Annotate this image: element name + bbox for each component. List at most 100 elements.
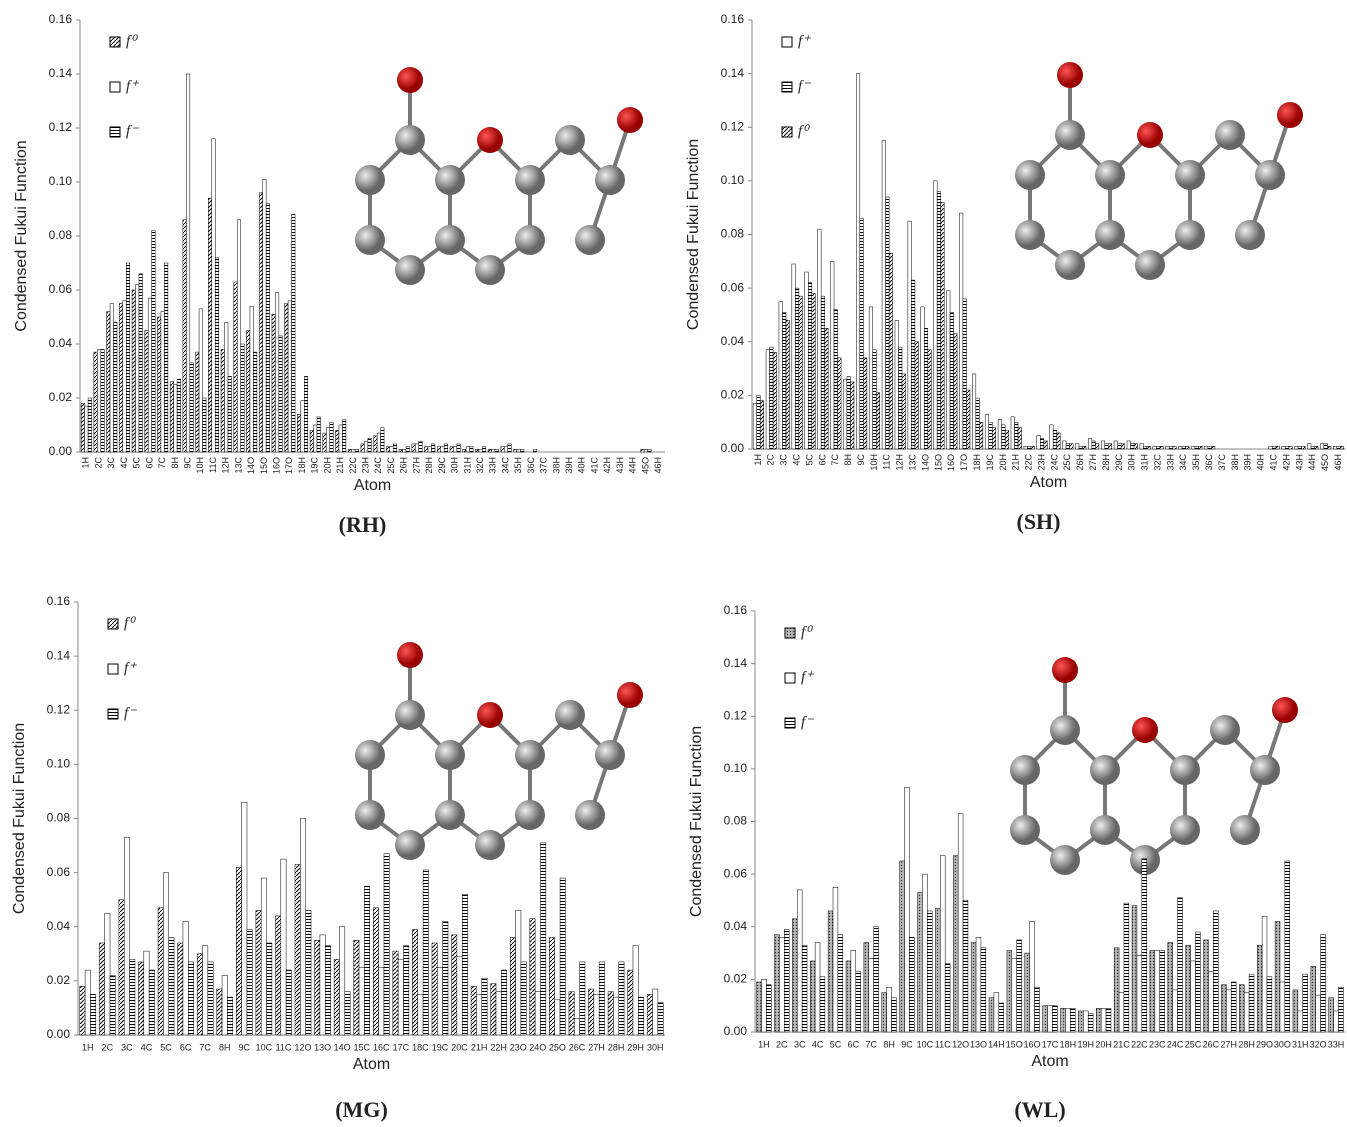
bar <box>386 447 389 452</box>
bar <box>638 997 643 1035</box>
atom <box>475 255 505 285</box>
x-tick-label: 12O <box>295 1042 312 1052</box>
x-tick-label: 5C <box>830 1039 842 1049</box>
bar <box>900 861 905 1032</box>
bar <box>976 398 980 449</box>
x-tick-label: 31H <box>1292 1039 1309 1049</box>
bar <box>514 449 517 452</box>
bar <box>825 328 829 449</box>
bar <box>161 312 164 452</box>
bar <box>873 350 877 449</box>
bar <box>345 992 350 1035</box>
bar <box>463 449 466 452</box>
bar <box>304 376 307 452</box>
x-tick-label: 4C <box>812 1039 824 1049</box>
y-tick-label: 0.10 <box>721 173 745 187</box>
y-tick-label: 0.10 <box>724 761 748 775</box>
bar <box>869 958 874 1032</box>
x-tick-label: 27H <box>1221 1039 1238 1049</box>
x-tick-label: 30H <box>450 457 460 474</box>
bar <box>1040 438 1044 449</box>
y-tick-label: 0.08 <box>724 814 748 828</box>
x-tick-label: 12H <box>221 457 231 474</box>
bar <box>843 379 847 449</box>
bar <box>979 422 983 449</box>
x-tick-label: 11C <box>935 1039 951 1049</box>
x-tick-label: 26H <box>399 457 409 474</box>
bar <box>1333 446 1337 449</box>
legend-label: f⁺ <box>124 660 137 676</box>
bar <box>110 975 115 1035</box>
bar <box>1182 446 1186 449</box>
bar <box>1018 428 1022 449</box>
atom <box>435 800 465 830</box>
x-tick-label: 17C <box>1042 1039 1059 1049</box>
bar <box>1280 982 1285 1032</box>
bar <box>437 967 442 1035</box>
x-tick-label: 36C <box>526 457 536 474</box>
bar <box>1070 444 1074 449</box>
atom <box>1050 715 1080 745</box>
bar <box>475 449 478 452</box>
bar <box>972 374 976 449</box>
bar <box>335 430 338 452</box>
bar <box>1169 446 1173 449</box>
x-axis-label: Atom <box>354 477 391 494</box>
x-tick-label: 43H <box>615 457 625 474</box>
bar <box>838 935 843 1032</box>
x-tick-label: 23C <box>1149 1039 1166 1049</box>
bar <box>208 962 213 1035</box>
bar <box>1195 932 1200 1032</box>
x-tick-label: 15O <box>259 457 269 474</box>
bar <box>196 352 199 452</box>
bar <box>361 444 364 452</box>
x-tick-label: 24C <box>1167 1039 1184 1049</box>
legend-label: f⁻ <box>124 705 137 721</box>
legend-label: f⁻ <box>801 714 814 730</box>
legend-label: f⁰ <box>801 624 813 640</box>
atom <box>435 225 465 255</box>
x-tick-label: 17C <box>393 1042 410 1052</box>
bar <box>90 994 95 1035</box>
bar <box>1101 441 1105 449</box>
bar <box>1096 1008 1101 1032</box>
bar <box>774 935 779 1032</box>
bar <box>491 984 496 1035</box>
x-tick-label: 27H <box>411 457 421 474</box>
bar <box>1070 1008 1075 1032</box>
bar <box>924 328 928 449</box>
bar <box>148 298 151 452</box>
bar <box>1289 446 1293 449</box>
y-tick-label: 0.14 <box>47 648 71 662</box>
bar <box>580 962 585 1035</box>
bar <box>377 433 380 452</box>
atom <box>1175 220 1205 250</box>
x-tick-label: 45O <box>1320 454 1330 471</box>
bar <box>647 994 652 1035</box>
bar <box>947 291 951 449</box>
bar <box>1173 990 1178 1032</box>
x-tick-label: 13O <box>970 1039 987 1049</box>
x-tick-label: 27H <box>588 1042 605 1052</box>
x-tick-label: 8H <box>843 454 853 466</box>
x-tick-label: 17O <box>284 457 294 474</box>
x-tick-label: 37C <box>539 457 549 474</box>
atom <box>435 740 465 770</box>
bar <box>828 911 833 1032</box>
bar <box>808 283 812 449</box>
bar <box>246 331 249 453</box>
bar <box>641 449 644 452</box>
bar <box>850 382 854 449</box>
x-tick-label: 44H <box>1307 454 1317 471</box>
bar <box>285 304 288 453</box>
bar <box>279 336 282 452</box>
x-tick-label: 30H <box>1127 454 1137 471</box>
bar <box>1269 446 1273 449</box>
x-tick-label: 44H <box>628 457 638 474</box>
bar <box>1131 444 1135 449</box>
bar <box>1208 446 1212 449</box>
y-tick-label: 0.08 <box>49 228 73 242</box>
bar <box>135 285 138 452</box>
bar <box>1315 446 1319 449</box>
